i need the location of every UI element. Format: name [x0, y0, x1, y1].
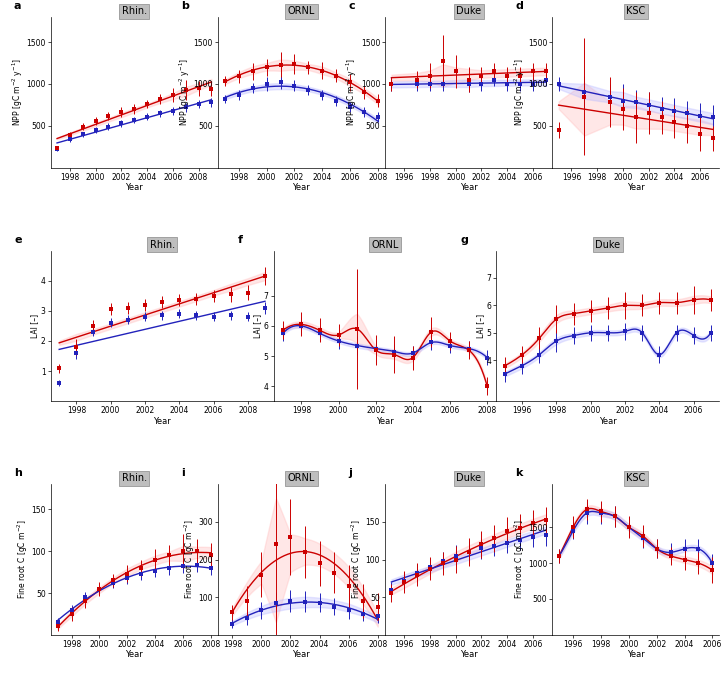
Y-axis label: LAI [–]: LAI [–] — [253, 314, 262, 338]
X-axis label: Year: Year — [153, 416, 171, 426]
X-axis label: Year: Year — [125, 650, 143, 659]
Title: ORNL: ORNL — [288, 6, 315, 16]
X-axis label: Year: Year — [460, 183, 477, 192]
Text: a: a — [14, 1, 21, 11]
Y-axis label: LAI [–]: LAI [–] — [30, 314, 40, 338]
X-axis label: Year: Year — [293, 183, 310, 192]
Text: e: e — [15, 234, 22, 244]
Title: ORNL: ORNL — [288, 473, 315, 483]
Y-axis label: NPP [gC m$^{-2}$ y$^{-1}$]: NPP [gC m$^{-2}$ y$^{-1}$] — [11, 58, 25, 126]
Y-axis label: NPP [gC m$^{-2}$ y$^{-1}$]: NPP [gC m$^{-2}$ y$^{-1}$] — [178, 58, 192, 126]
Text: d: d — [515, 1, 523, 11]
Title: Rhin.: Rhin. — [121, 6, 147, 16]
X-axis label: Year: Year — [627, 183, 645, 192]
Title: KSC: KSC — [626, 6, 646, 16]
X-axis label: Year: Year — [460, 650, 477, 659]
X-axis label: Year: Year — [627, 650, 645, 659]
Text: i: i — [181, 468, 185, 478]
Text: g: g — [461, 234, 469, 244]
Title: Duke: Duke — [456, 6, 482, 16]
Title: Duke: Duke — [456, 473, 482, 483]
Text: b: b — [181, 1, 189, 11]
Text: f: f — [238, 234, 243, 244]
Title: Duke: Duke — [595, 240, 620, 250]
Y-axis label: Fine root C [gC m$^{-2}$]: Fine root C [gC m$^{-2}$] — [182, 519, 197, 600]
Title: KSC: KSC — [626, 473, 646, 483]
Title: Rhin.: Rhin. — [121, 473, 147, 483]
Title: ORNL: ORNL — [372, 240, 398, 250]
X-axis label: Year: Year — [599, 416, 617, 426]
Text: h: h — [14, 468, 22, 478]
X-axis label: Year: Year — [125, 183, 143, 192]
Y-axis label: Fine root C [gC m$^{-2}$]: Fine root C [gC m$^{-2}$] — [512, 519, 526, 600]
Text: c: c — [348, 1, 355, 11]
Y-axis label: NPP [gC m$^{-2}$ y$^{-1}$]: NPP [gC m$^{-2}$ y$^{-1}$] — [345, 58, 359, 126]
Y-axis label: LAI [–]: LAI [–] — [476, 314, 485, 338]
Y-axis label: NPP [gC m$^{-2}$ y$^{-1}$]: NPP [gC m$^{-2}$ y$^{-1}$] — [512, 58, 526, 126]
X-axis label: Year: Year — [376, 416, 394, 426]
X-axis label: Year: Year — [293, 650, 310, 659]
Y-axis label: Fine root C [gC m$^{-2}$]: Fine root C [gC m$^{-2}$] — [350, 519, 364, 600]
Text: j: j — [348, 468, 352, 478]
Text: k: k — [515, 468, 523, 478]
Title: Rhin.: Rhin. — [150, 240, 175, 250]
Y-axis label: Fine root C [gC m$^{-2}$]: Fine root C [gC m$^{-2}$] — [15, 519, 30, 600]
